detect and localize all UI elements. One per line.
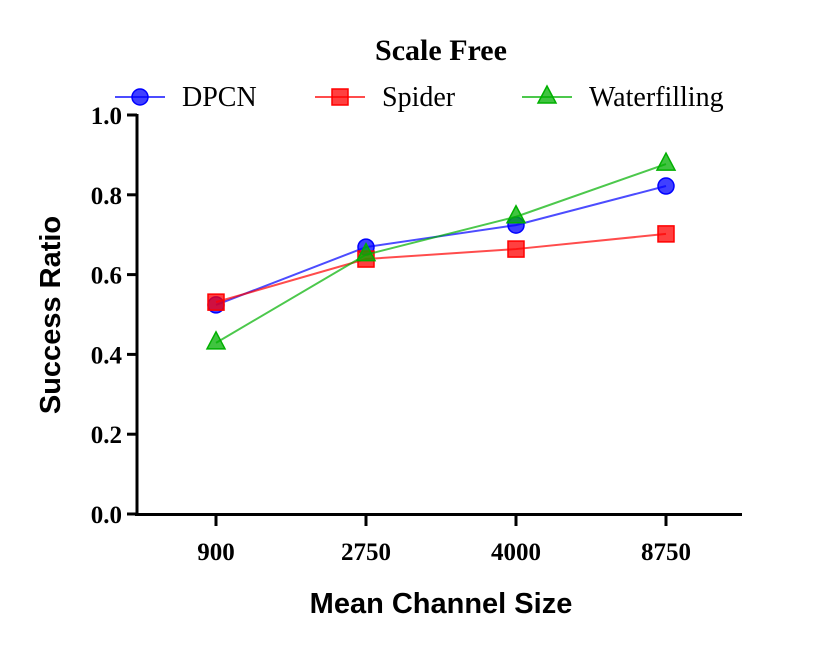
x-tick-label: 2750 [341, 539, 391, 566]
legend: DPCN Spider Waterfilling [115, 82, 724, 113]
series-waterfilling [205, 151, 677, 350]
legend-label: DPCN [182, 82, 257, 113]
legend-item-dpcn: DPCN [115, 82, 257, 113]
data-point [355, 242, 377, 262]
legend-marker [131, 88, 149, 106]
data-point [207, 293, 225, 311]
legend-label: Spider [382, 82, 456, 113]
data-point [657, 225, 675, 243]
data-point [507, 240, 525, 258]
y-tick-label: 0.4 [91, 342, 123, 369]
y-tick-label: 0.6 [91, 263, 122, 290]
y-tick-label: 0.0 [91, 502, 122, 529]
legend-item-spider: Spider [315, 82, 456, 113]
y-axis-label: Success Ratio [35, 216, 67, 414]
series-dpcn [207, 177, 675, 314]
data-point [655, 151, 677, 171]
x-tick-label: 8750 [641, 539, 691, 566]
y-tick-label: 0.2 [91, 422, 122, 449]
series-line [215, 163, 667, 344]
series-line [215, 185, 667, 306]
x-axis-label: Mean Channel Size [310, 588, 573, 620]
data-point [505, 204, 527, 224]
legend-item-waterfilling: Waterfilling [522, 82, 724, 113]
x-tick-label: 4000 [491, 539, 541, 566]
x-tick-label: 900 [197, 539, 235, 566]
y-tick-label: 0.8 [91, 183, 122, 210]
data-point [205, 330, 227, 350]
data-point [657, 177, 675, 195]
series-spider [207, 225, 675, 311]
legend-label: Waterfilling [589, 82, 724, 113]
legend-marker [536, 84, 558, 104]
series-line [215, 232, 667, 304]
y-tick-label: 1.0 [91, 103, 122, 130]
legend-marker [331, 88, 349, 106]
chart-title: Scale Free [375, 34, 507, 67]
